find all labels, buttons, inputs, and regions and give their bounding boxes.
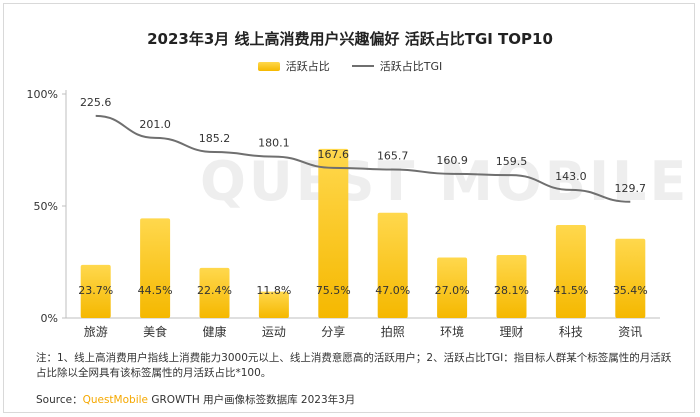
footnote: 注：1、线上高消费用户指线上消费能力3000元以上、线上消费意愿高的活跃用户；2… bbox=[36, 352, 672, 379]
bar-6 bbox=[437, 257, 468, 318]
x-tick-label: 理财 bbox=[499, 325, 523, 339]
watermark: QUEST MOBILE bbox=[200, 150, 690, 213]
y-tick-label: 100% bbox=[27, 88, 58, 101]
bar-7 bbox=[496, 255, 527, 318]
x-tick-label: 科技 bbox=[559, 325, 583, 339]
bar-4 bbox=[318, 148, 349, 318]
legend-line-label: 活跃占比TGI bbox=[379, 60, 443, 73]
tgi-label: 167.6 bbox=[318, 148, 350, 161]
bar-label: 75.5% bbox=[316, 284, 351, 297]
x-tick-label: 分享 bbox=[321, 324, 345, 339]
legend-bar-label: 活跃占比 bbox=[285, 60, 330, 73]
bar-label: 27.0% bbox=[435, 284, 470, 297]
tgi-label: 185.2 bbox=[199, 132, 231, 145]
bar-1 bbox=[140, 218, 171, 318]
tgi-label: 159.5 bbox=[496, 155, 528, 168]
bar-label: 47.0% bbox=[375, 284, 410, 297]
legend-item-bar: 活跃占比 bbox=[257, 58, 330, 74]
bar-2 bbox=[199, 267, 230, 318]
x-tick-label: 环境 bbox=[440, 324, 464, 339]
tgi-line bbox=[95, 114, 631, 203]
y-tick-label: 0% bbox=[41, 312, 58, 325]
source-brand: QuestMobile bbox=[82, 394, 148, 406]
bar-8 bbox=[555, 225, 586, 318]
bar-3 bbox=[258, 291, 289, 318]
bar-5 bbox=[377, 212, 408, 318]
bar-label: 22.4% bbox=[197, 284, 232, 297]
tgi-label: 143.0 bbox=[555, 170, 587, 183]
legend: 活跃占比 活跃占比TGI bbox=[0, 58, 700, 74]
x-tick-label: 健康 bbox=[202, 324, 226, 339]
tgi-label: 180.1 bbox=[258, 137, 290, 150]
chart-plot: 0% 50% 100% 23.7% 旅游 44.5% 美食 22.4% 健康 11.8% 运动 75.… bbox=[27, 88, 660, 339]
tgi-label: 201.0 bbox=[139, 118, 171, 131]
tgi-label: 129.7 bbox=[615, 182, 647, 195]
legend-item-line: 活跃占比TGI bbox=[351, 58, 443, 74]
bar-0 bbox=[80, 264, 111, 318]
tgi-label: 160.9 bbox=[436, 154, 468, 167]
source-line: Source：QuestMobile GROWTH 用户画像标签数据库 2023… bbox=[36, 392, 355, 407]
x-tick-label: 拍照 bbox=[381, 324, 405, 339]
bar-label: 23.7% bbox=[78, 284, 113, 297]
source-text: GROWTH 用户画像标签数据库 2023年3月 bbox=[148, 394, 356, 406]
tgi-label: 225.6 bbox=[80, 96, 112, 109]
legend-bar-swatch bbox=[257, 61, 280, 71]
x-tick-label: 资讯 bbox=[618, 325, 642, 339]
bar-9 bbox=[615, 238, 646, 318]
x-tick-label: 美食 bbox=[143, 324, 167, 339]
source-prefix: Source： bbox=[36, 394, 83, 406]
tgi-label: 165.7 bbox=[377, 150, 409, 163]
bar-label: 41.5% bbox=[553, 284, 588, 297]
bar-label: 28.1% bbox=[494, 284, 529, 297]
x-tick-label: 运动 bbox=[262, 325, 286, 339]
y-tick-label: 50% bbox=[34, 200, 58, 213]
legend-line-swatch bbox=[351, 65, 374, 67]
bar-label: 44.5% bbox=[138, 284, 173, 297]
x-tick-label: 旅游 bbox=[84, 325, 108, 339]
bar-label: 11.8% bbox=[256, 284, 291, 297]
chart-frame bbox=[3, 3, 695, 413]
chart-title: 2023年3月 线上高消费用户兴趣偏好 活跃占比TGI TOP10 bbox=[147, 30, 553, 48]
bar-label: 35.4% bbox=[613, 284, 648, 297]
